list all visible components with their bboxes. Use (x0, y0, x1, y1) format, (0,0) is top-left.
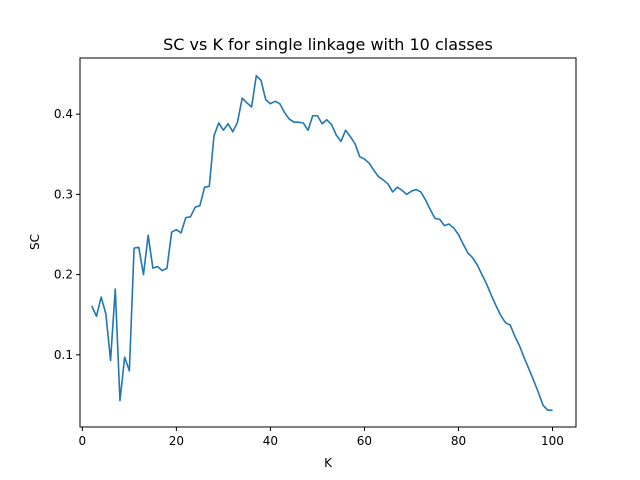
x-tick-label: 40 (263, 434, 278, 448)
y-axis: 0.1 0.2 0.3 0.4 (54, 107, 80, 362)
x-tick-label: 0 (79, 434, 87, 448)
plot-frame (79, 57, 577, 428)
x-tick-label: 20 (169, 434, 184, 448)
x-axis-label: K (324, 456, 333, 470)
x-axis: 0 20 40 60 80 100 (79, 427, 564, 448)
y-tick-label: 0.1 (54, 348, 73, 362)
y-tick-label: 0.2 (54, 268, 73, 282)
y-tick-label: 0.3 (54, 187, 73, 201)
y-tick-label: 0.4 (54, 107, 73, 121)
y-axis-label: SC (28, 234, 42, 250)
plot-area (91, 74, 553, 411)
x-tick-label: 100 (541, 434, 564, 448)
x-tick-label: 80 (451, 434, 466, 448)
series-line-0 (91, 74, 553, 411)
x-tick-label: 60 (357, 434, 372, 448)
chart-title: SC vs K for single linkage with 10 class… (163, 35, 493, 54)
